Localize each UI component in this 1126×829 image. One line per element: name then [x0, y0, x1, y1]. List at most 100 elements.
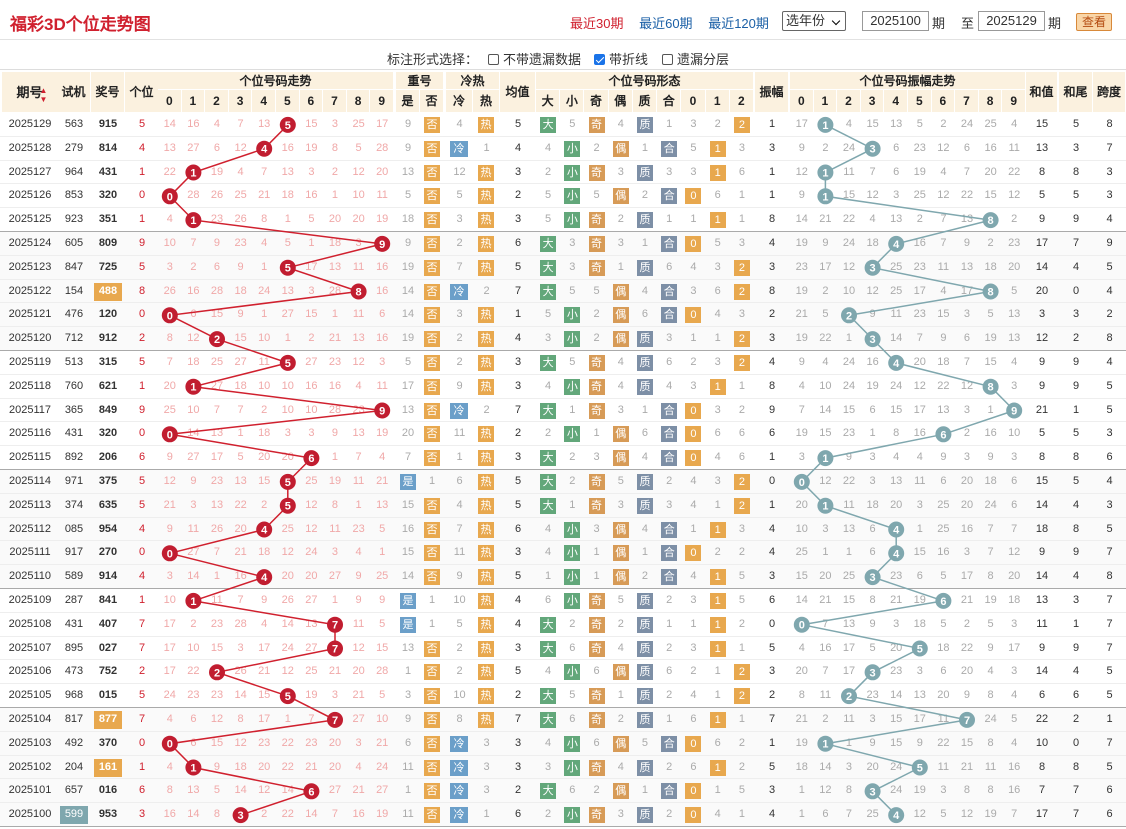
miss-cell: 2: [822, 141, 829, 154]
span-cell: 8: [1106, 118, 1113, 130]
option-polyline[interactable]: 带折线: [594, 49, 648, 68]
miss-cell: 26: [210, 189, 224, 202]
miss-cell: 18: [258, 546, 271, 559]
sort-icon[interactable]: ▲▼: [39, 86, 48, 104]
miss-cell: 15: [842, 403, 856, 416]
miss-cell: 14: [187, 570, 200, 583]
miss-cell: 1: [822, 546, 829, 559]
miss-cell: 22: [960, 641, 974, 654]
checkbox-icon[interactable]: [662, 54, 673, 65]
miss-cell: 14: [187, 808, 200, 821]
to-label: 至: [961, 16, 975, 31]
amp-cell: 7: [768, 713, 776, 725]
tail-cell: 1: [1072, 617, 1080, 630]
header-issue: 期号: [2, 72, 58, 113]
miss-cell: 17: [913, 713, 926, 725]
table-row: [0, 612, 1126, 637]
miss-cell: 4: [261, 237, 268, 249]
miss-cell: 1: [617, 689, 624, 702]
miss-cell: 12: [937, 141, 950, 154]
tail-cell: 8: [1072, 760, 1080, 773]
miss-cell: 4: [355, 760, 362, 773]
miss-cell: 20: [258, 451, 271, 464]
amp-trend-ball: 3: [864, 140, 881, 157]
option-layer[interactable]: 遗漏分层: [662, 49, 729, 68]
subheader-repeat: 是: [396, 90, 420, 113]
to-issue-input[interactable]: 2025129: [978, 11, 1045, 31]
miss-cell: 16: [376, 284, 389, 297]
period-60-link[interactable]: 最近60期: [639, 16, 693, 31]
subheader-ampdigit: 0: [790, 90, 814, 113]
miss-cell: 1: [404, 665, 412, 678]
miss-cell: 3: [690, 641, 697, 654]
prize-cell: 206: [98, 451, 118, 464]
svg-text:5: 5: [285, 501, 291, 513]
miss-cell: 10: [1008, 427, 1021, 440]
miss-cell: 9: [798, 141, 805, 154]
table-row: [0, 731, 1126, 756]
prize-cell: 120: [98, 308, 118, 321]
miss-cell: 6: [190, 713, 197, 725]
miss-cell: 1: [869, 427, 876, 440]
repeat-no-badge: 否: [424, 688, 440, 705]
miss-cell: 4: [893, 451, 900, 464]
shape-badge: 2: [733, 497, 750, 514]
miss-cell: 20: [960, 498, 974, 511]
table-row: [0, 398, 1126, 423]
miss-cell: 8: [987, 689, 994, 702]
miss-cell: 10: [163, 237, 176, 249]
miss-cell: 1: [714, 332, 721, 345]
miss-cell: 3: [690, 284, 697, 297]
miss-cell: 2: [666, 808, 673, 821]
tail-cell: 9: [1072, 356, 1080, 368]
option-layer-label: 遗漏分层: [677, 52, 730, 67]
miss-cell: 16: [187, 118, 200, 130]
pos-cell: 1: [138, 165, 146, 178]
miss-cell: 21: [960, 760, 974, 773]
svg-text:4: 4: [893, 525, 900, 537]
shape-badge: 偶: [612, 307, 629, 324]
checkbox-icon[interactable]: [488, 54, 499, 65]
miss-cell: 18: [187, 356, 200, 368]
tail-cell: 9: [1072, 213, 1080, 226]
shape-badge: 小: [564, 164, 581, 181]
avg-cell: 4: [514, 141, 522, 154]
from-issue-input[interactable]: 2025100: [862, 11, 929, 31]
avg-cell: 7: [514, 713, 522, 725]
year-select[interactable]: 选年份: [782, 11, 846, 31]
avg-cell: 3: [514, 451, 522, 464]
svg-text:4: 4: [893, 239, 900, 251]
tail-cell: 6: [1072, 689, 1080, 702]
miss-cell: 16: [281, 141, 294, 154]
shape-badge: 合: [661, 283, 678, 300]
shape-badge: 合: [661, 545, 678, 562]
sum-cell: 15: [1035, 475, 1049, 487]
miss-cell: 9: [404, 118, 412, 130]
miss-cell: 3: [893, 189, 900, 202]
span-cell: 7: [1106, 617, 1113, 630]
miss-cell: 10: [187, 403, 200, 416]
query-button[interactable]: 查看: [1076, 13, 1112, 31]
option-no-miss[interactable]: 不带遗漏数据: [488, 49, 581, 68]
miss-cell: 17: [305, 260, 318, 273]
svg-text:4: 4: [261, 572, 268, 584]
miss-cell: 11: [937, 713, 950, 725]
miss-cell: 2: [190, 617, 197, 630]
span-cell: 3: [1106, 498, 1113, 511]
miss-cell: 4: [690, 260, 697, 273]
shape-badge: 奇: [588, 640, 605, 657]
table-row: [0, 136, 1126, 161]
amp-trend-ball: 3: [864, 331, 881, 348]
shape-badge: 小: [564, 664, 581, 681]
miss-cell: 9: [869, 308, 876, 321]
miss-cell: 24: [890, 784, 903, 797]
repeat-no-badge: 否: [424, 117, 440, 133]
period-30-link[interactable]: 最近30期: [570, 16, 624, 31]
span-cell: 5: [1106, 760, 1113, 773]
period-120-link[interactable]: 最近120期: [708, 16, 769, 31]
repeat-no-badge: 否: [424, 664, 440, 681]
issue-cell: 2025120: [8, 332, 52, 345]
checkbox-checked-icon[interactable]: [594, 54, 605, 65]
miss-cell: 14: [795, 213, 808, 226]
avg-cell: 3: [514, 165, 522, 178]
